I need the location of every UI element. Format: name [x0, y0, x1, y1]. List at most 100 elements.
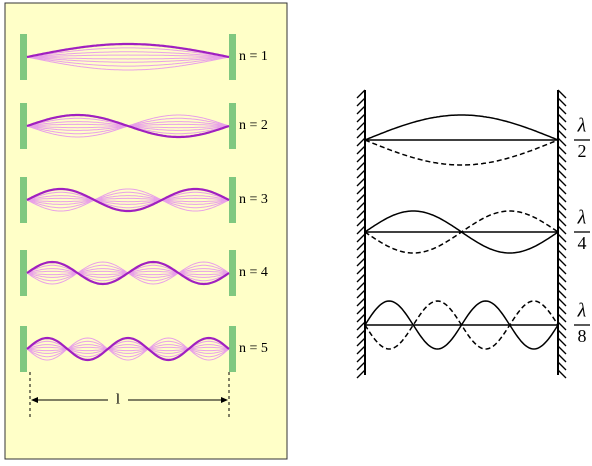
hatch	[557, 289, 567, 299]
string-envelope	[26, 191, 230, 209]
hatch	[557, 329, 567, 339]
clamp	[229, 326, 236, 372]
mode-label: n = 3	[239, 192, 268, 207]
string-envelope	[26, 56, 230, 63]
string-envelope	[26, 340, 230, 358]
clamp	[20, 250, 27, 296]
hatch	[557, 249, 567, 259]
string-mode	[26, 336, 230, 362]
hatch	[557, 233, 567, 243]
left-panel	[4, 2, 288, 460]
hatch	[557, 161, 567, 171]
string-envelope	[26, 191, 230, 209]
hatch	[356, 353, 366, 363]
string-envelope	[26, 346, 230, 352]
hatch	[356, 265, 366, 275]
hatch	[557, 305, 567, 315]
string-envelope	[26, 340, 230, 358]
string-envelope	[26, 337, 230, 361]
string-envelope	[26, 56, 230, 67]
clamp	[20, 326, 27, 372]
string-envelope	[26, 188, 230, 212]
clamp	[20, 177, 27, 223]
clamp	[229, 34, 236, 80]
hatch	[356, 217, 366, 227]
hatch	[356, 305, 366, 315]
hatch	[356, 313, 366, 323]
hatch	[557, 105, 567, 115]
hatch	[356, 169, 366, 179]
hatch	[356, 241, 366, 251]
string-envelope	[26, 197, 230, 203]
hatch	[557, 265, 567, 275]
hatch	[356, 193, 366, 203]
string-envelope	[26, 344, 230, 354]
hatch	[557, 153, 567, 163]
string-mode	[26, 42, 230, 59]
fraction-denominator: 2	[578, 141, 587, 161]
hatch	[356, 209, 366, 219]
hatch	[356, 153, 366, 163]
hatch	[356, 105, 366, 115]
hatch	[356, 329, 366, 339]
wave-solid	[364, 114, 559, 141]
fraction-denominator: 8	[578, 326, 587, 346]
hatch	[356, 321, 366, 331]
hatch	[356, 345, 366, 355]
hatch	[356, 137, 366, 147]
fraction-numerator: λ	[577, 115, 587, 137]
string-mode	[26, 113, 230, 139]
string-envelope	[26, 56, 230, 71]
string-envelope	[26, 195, 230, 205]
hatch	[557, 217, 567, 227]
wave-dashed	[364, 300, 559, 350]
hatch	[356, 369, 366, 379]
hatch	[557, 225, 567, 235]
hatch	[356, 281, 366, 291]
hatch	[356, 225, 366, 235]
hatch	[557, 209, 567, 219]
hatch	[356, 289, 366, 299]
string-envelope	[26, 195, 230, 205]
hatch	[356, 121, 366, 131]
clamp	[20, 103, 27, 149]
hatch	[557, 273, 567, 283]
fraction-denominator: 4	[578, 233, 587, 253]
hatch	[557, 369, 567, 379]
hatch	[356, 361, 366, 371]
hatch	[557, 185, 567, 195]
hatch	[557, 137, 567, 147]
hatch	[557, 337, 567, 347]
hatch	[557, 321, 567, 331]
hatch	[356, 273, 366, 283]
hatch	[557, 281, 567, 291]
hatch	[557, 113, 567, 123]
string-envelope	[26, 346, 230, 352]
string-envelope	[26, 344, 230, 354]
clamp	[229, 177, 236, 223]
clamp	[229, 103, 236, 149]
string-envelope	[26, 51, 230, 58]
hatch	[356, 249, 366, 259]
fraction-numerator: λ	[577, 207, 587, 229]
hatch	[557, 353, 567, 363]
string-envelope	[26, 54, 230, 58]
string-mode	[26, 187, 230, 213]
mode-label: n = 5	[239, 341, 268, 356]
wave-dashed	[364, 139, 559, 166]
hatch	[557, 257, 567, 267]
hatch	[557, 313, 567, 323]
hatch	[356, 257, 366, 267]
hatch	[557, 241, 567, 251]
mode-label: n = 1	[239, 49, 268, 64]
hatch	[557, 145, 567, 155]
hatch	[557, 97, 567, 107]
string-mode	[26, 260, 230, 286]
wave-dashed	[364, 210, 559, 254]
hatch	[557, 89, 567, 99]
string-envelope	[26, 197, 230, 203]
hatch	[557, 193, 567, 203]
hatch	[356, 97, 366, 107]
hatch	[356, 161, 366, 171]
mode-label: n = 2	[239, 118, 268, 133]
